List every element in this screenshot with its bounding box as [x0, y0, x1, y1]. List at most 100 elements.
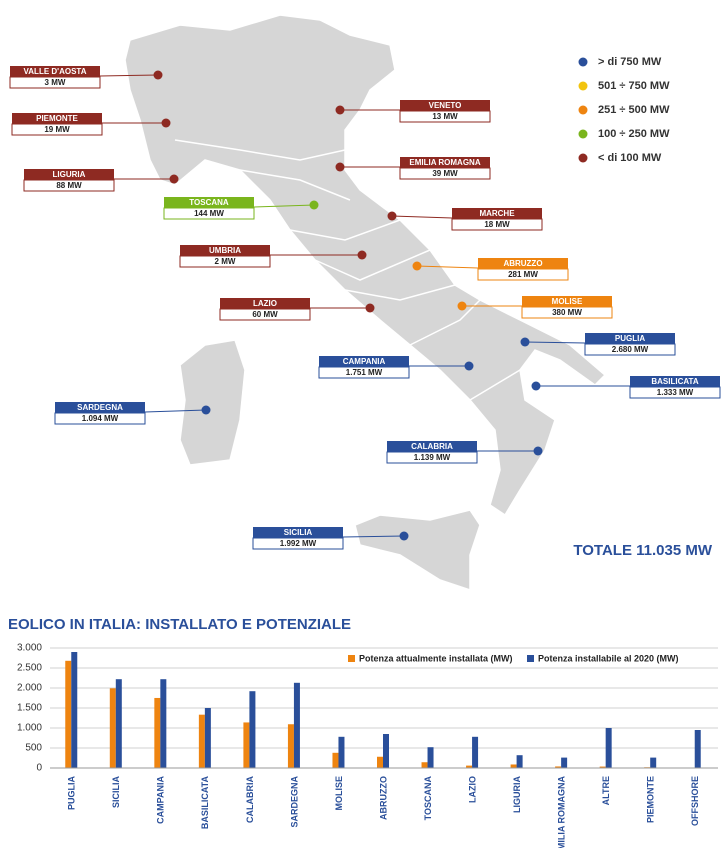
x-tick-label: LIGURIA: [512, 776, 522, 813]
bar: [71, 652, 78, 768]
bar: [332, 752, 339, 768]
region-dot: [399, 531, 409, 541]
bar: [427, 747, 434, 768]
leader-line: [144, 409, 207, 413]
y-tick-label: 0: [36, 763, 42, 774]
legend-swatch: [348, 655, 355, 662]
bar: [287, 724, 294, 768]
region-name: SARDEGNA: [77, 403, 123, 412]
region-dot: [335, 162, 345, 172]
bar: [599, 766, 606, 768]
region-name: MARCHE: [479, 209, 515, 218]
y-tick-label: 3.000: [17, 643, 42, 654]
x-tick-label: PUGLIA: [67, 776, 77, 811]
region-value: 1.992 MW: [280, 539, 317, 548]
x-tick-label: TOSCANA: [423, 776, 433, 821]
legend-dot: [578, 105, 588, 115]
region-name: BASILICATA: [651, 377, 698, 386]
region-name: VENETO: [429, 101, 462, 110]
bar: [338, 736, 345, 768]
bar: [115, 679, 122, 768]
y-tick-label: 2.500: [17, 663, 42, 674]
legend-dot: [578, 81, 588, 91]
region-dot: [161, 118, 171, 128]
region-value: 18 MW: [484, 220, 510, 229]
x-tick-label: LAZIO: [467, 776, 477, 803]
label-header: [164, 197, 254, 208]
label-header: [630, 376, 720, 387]
x-tick-label: EMILIA ROMAGNA: [557, 776, 567, 848]
label-box: [451, 218, 543, 231]
bar: [555, 766, 562, 768]
region-value: 2.680 MW: [612, 345, 649, 354]
region-value: 88 MW: [56, 181, 82, 190]
region-dot: [365, 303, 375, 313]
bar: [243, 722, 250, 768]
region-dot: [169, 174, 179, 184]
region-dot: [309, 200, 319, 210]
label-box: [54, 412, 146, 425]
region-value: 60 MW: [252, 310, 278, 319]
x-tick-label: SICILIA: [111, 776, 121, 809]
label-header: [478, 258, 568, 269]
total: TOTALE 11.035 MW: [573, 542, 712, 559]
region-dot: [412, 261, 422, 271]
region-name: CALABRIA: [411, 442, 453, 451]
leader-line: [391, 215, 453, 219]
label-box: [252, 537, 344, 550]
bar: [293, 682, 300, 768]
region-name: ABRUZZO: [503, 259, 542, 268]
legend-dot: [578, 153, 588, 163]
label-header: [387, 441, 477, 452]
leader-line: [253, 204, 315, 208]
label-header: [180, 245, 270, 256]
legend-swatch: [527, 655, 534, 662]
label-header: [10, 66, 100, 77]
label-box: [477, 268, 569, 281]
label-box: [163, 207, 255, 220]
label-box: [521, 306, 613, 319]
bar: [204, 708, 211, 768]
label-header: [400, 157, 490, 168]
x-tick-label: CALABRIA: [245, 776, 255, 823]
region-dot: [201, 405, 211, 415]
x-tick-label: MOLISE: [334, 776, 344, 811]
label-box: [399, 110, 491, 123]
leader-line: [416, 265, 479, 269]
legend-label: 501 ÷ 750 MW: [598, 80, 670, 92]
bar: [561, 757, 568, 768]
x-tick-label: ALTRE: [601, 776, 611, 805]
bar: [516, 755, 523, 768]
region-dot: [335, 105, 345, 115]
region-dot: [153, 70, 163, 80]
label-box: [9, 76, 101, 89]
region-dot: [520, 337, 530, 347]
region-value: 1.333 MW: [657, 388, 694, 397]
label-header: [220, 298, 310, 309]
bar: [650, 757, 657, 768]
label-header: [452, 208, 542, 219]
region-dot: [531, 381, 541, 391]
legend-dot: [578, 57, 588, 67]
x-tick-label: SARDEGNA: [289, 776, 299, 828]
label-header: [253, 527, 343, 538]
bar: [466, 765, 473, 768]
bar: [694, 730, 701, 768]
region-value: 2 MW: [215, 257, 236, 266]
region-value: 1.094 MW: [82, 414, 119, 423]
label-box: [179, 255, 271, 268]
region-value: 281 MW: [508, 270, 538, 279]
label-box: [11, 123, 103, 136]
x-tick-label: ABRUZZO: [378, 776, 388, 820]
y-tick-label: 1.000: [17, 723, 42, 734]
x-tick-label: PIEMONTE: [646, 776, 656, 823]
region-value: 380 MW: [552, 308, 582, 317]
bar: [421, 762, 428, 768]
region-name: CAMPANIA: [343, 357, 386, 366]
label-box: [219, 308, 311, 321]
bar: [65, 660, 72, 768]
region-dot: [357, 250, 367, 260]
label-header: [585, 333, 675, 344]
x-tick-label: CAMPANIA: [156, 776, 166, 824]
region-borders: [174, 139, 521, 401]
